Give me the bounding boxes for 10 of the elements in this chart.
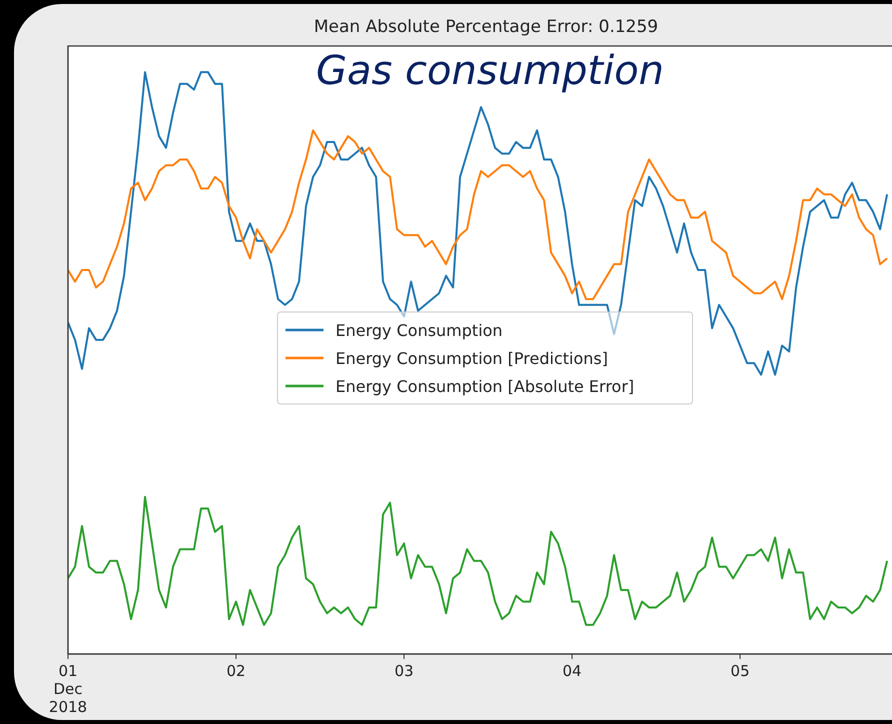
x-tick-label: 01 Dec 2018 [48, 662, 88, 716]
legend-label: Energy Consumption [Absolute Error] [336, 377, 634, 396]
chart-subtitle: Gas consumption [316, 48, 664, 94]
legend-label: Energy Consumption [336, 321, 503, 340]
x-tick-label: 03 [394, 662, 414, 680]
x-tick-label: 05 [730, 662, 750, 680]
legend-label: Energy Consumption [Predictions] [336, 349, 608, 368]
x-tick-label: 04 [562, 662, 582, 680]
chart-title: Mean Absolute Percentage Error: 0.1259 [314, 17, 658, 37]
x-tick-label: 02 [226, 662, 246, 680]
